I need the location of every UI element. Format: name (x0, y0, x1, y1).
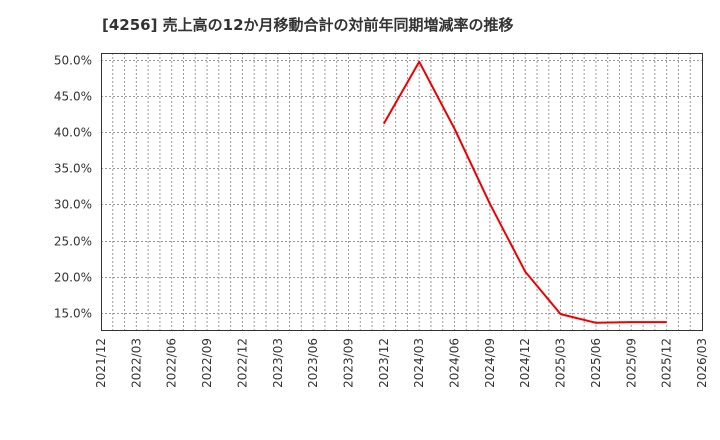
x-tick-label: 2024/06 (448, 338, 462, 388)
x-tick-label: 2022/06 (165, 338, 179, 388)
x-tick-label: 2022/12 (235, 338, 249, 388)
x-tick-label: 2021/12 (94, 338, 108, 388)
x-tick-label: 2022/09 (200, 338, 214, 388)
y-tick-label: 15.0% (54, 307, 92, 321)
y-axis-ticks: 15.0% 20.0% 25.0% 30.0% 35.0% 40.0% 45.0% 50.0% (54, 54, 92, 321)
x-tick-label: 2025/03 (554, 338, 568, 388)
y-tick-label: 50.0% (54, 54, 92, 68)
x-tick-label: 2025/12 (660, 338, 674, 388)
x-tick-label: 2022/03 (129, 338, 143, 388)
x-tick-label: 2023/06 (306, 338, 320, 388)
y-tick-label: 35.0% (54, 162, 92, 176)
x-tick-label: 2025/06 (589, 338, 603, 388)
x-tick-label: 2026/03 (695, 338, 709, 388)
x-tick-label: 2024/12 (518, 338, 532, 388)
x-tick-label: 2023/03 (271, 338, 285, 388)
y-tick-label: 25.0% (54, 235, 92, 249)
plot-area-border (101, 53, 703, 331)
y-tick-label: 20.0% (54, 271, 92, 285)
data-line (382, 60, 667, 324)
x-axis-ticks: 2021/12 2022/03 2022/06 2022/09 2022/12 2023/… (94, 338, 709, 388)
x-tick-label: 2024/03 (412, 338, 426, 388)
x-tick-label: 2023/12 (377, 338, 391, 388)
x-tick-label: 2023/09 (341, 338, 355, 388)
chart-title: [4256] 売上高の12か月移動合計の対前年同期増減率の推移 (102, 16, 514, 34)
gridlines (101, 53, 702, 330)
y-tick-label: 40.0% (54, 126, 92, 140)
x-tick-label: 2024/09 (483, 338, 497, 388)
x-tick-label: 2025/09 (624, 338, 638, 388)
y-tick-label: 45.0% (54, 90, 92, 104)
y-tick-label: 30.0% (54, 198, 92, 212)
